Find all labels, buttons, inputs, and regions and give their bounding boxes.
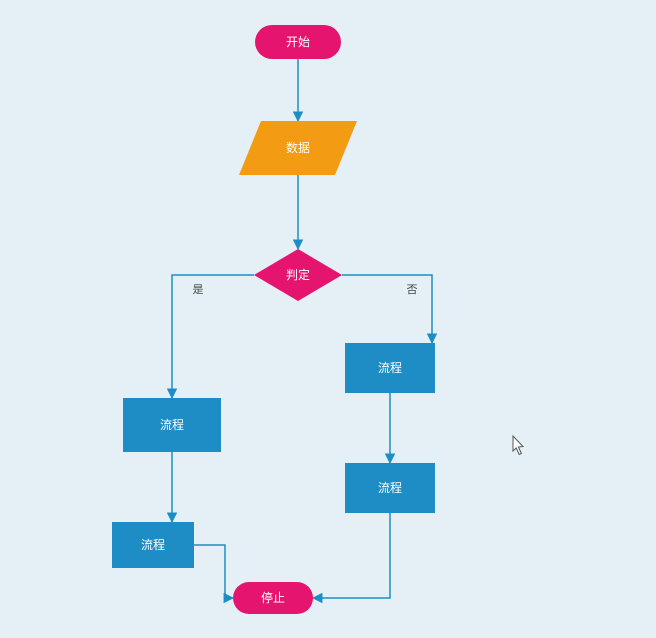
edge-label: 否 <box>407 284 418 296</box>
node-start[interactable]: 开始 <box>255 25 341 59</box>
node-label: 开始 <box>286 35 310 49</box>
node-label: 流程 <box>378 360 402 375</box>
node-label: 停止 <box>261 590 285 605</box>
node-label: 流程 <box>378 480 402 495</box>
node-label: 数据 <box>286 140 310 155</box>
node-label: 流程 <box>141 537 165 552</box>
node-stop[interactable]: 停止 <box>233 582 313 614</box>
edge-label: 是 <box>193 283 204 296</box>
node-p_right1[interactable]: 流程 <box>345 343 435 393</box>
node-label: 判定 <box>286 267 310 282</box>
node-p_left2[interactable]: 流程 <box>112 522 194 568</box>
flowchart-canvas: 是否开始数据判定流程流程流程流程停止 <box>0 0 656 638</box>
node-p_right2[interactable]: 流程 <box>345 463 435 513</box>
node-label: 流程 <box>160 417 184 432</box>
canvas-background <box>0 0 656 638</box>
node-p_left1[interactable]: 流程 <box>123 398 221 452</box>
